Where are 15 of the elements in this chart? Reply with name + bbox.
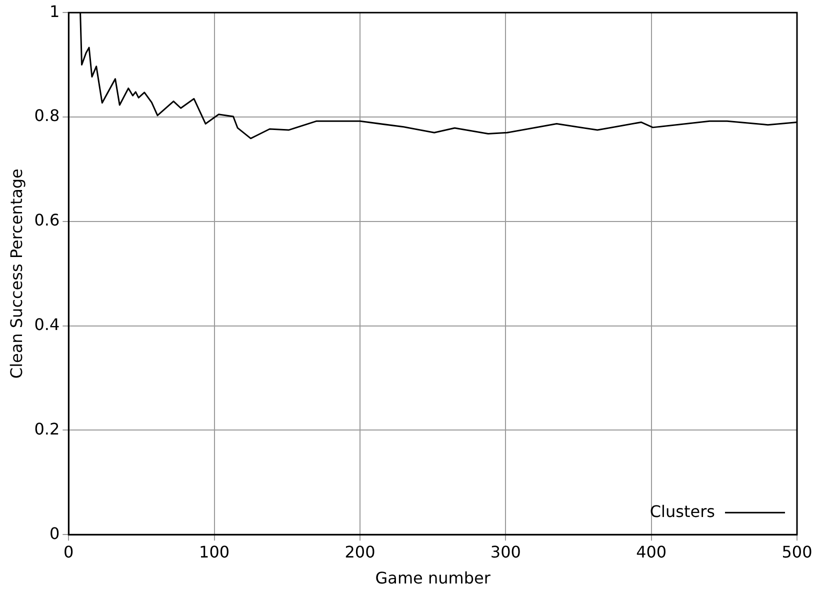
y-tick-label: 0 <box>49 524 60 543</box>
y-tick-label: 0.4 <box>34 314 60 334</box>
x-axis-title: Game number <box>375 568 491 588</box>
x-tick-label: 500 <box>782 542 812 562</box>
x-tick-label: 0 <box>64 542 74 562</box>
y-tick-label: 0.6 <box>34 210 60 230</box>
y-tick-label: 0.8 <box>34 106 60 126</box>
y-axis-title: Clean Success Percentage <box>6 168 26 379</box>
x-tick-label: 100 <box>199 542 230 562</box>
x-tick-label: 300 <box>490 542 521 562</box>
legend-label: Clusters <box>650 502 715 521</box>
y-tick-label: 1 <box>49 2 60 21</box>
x-tick-label: 400 <box>636 542 667 562</box>
y-tick-label: 0.2 <box>34 419 60 438</box>
x-tick-label: 200 <box>344 542 376 562</box>
